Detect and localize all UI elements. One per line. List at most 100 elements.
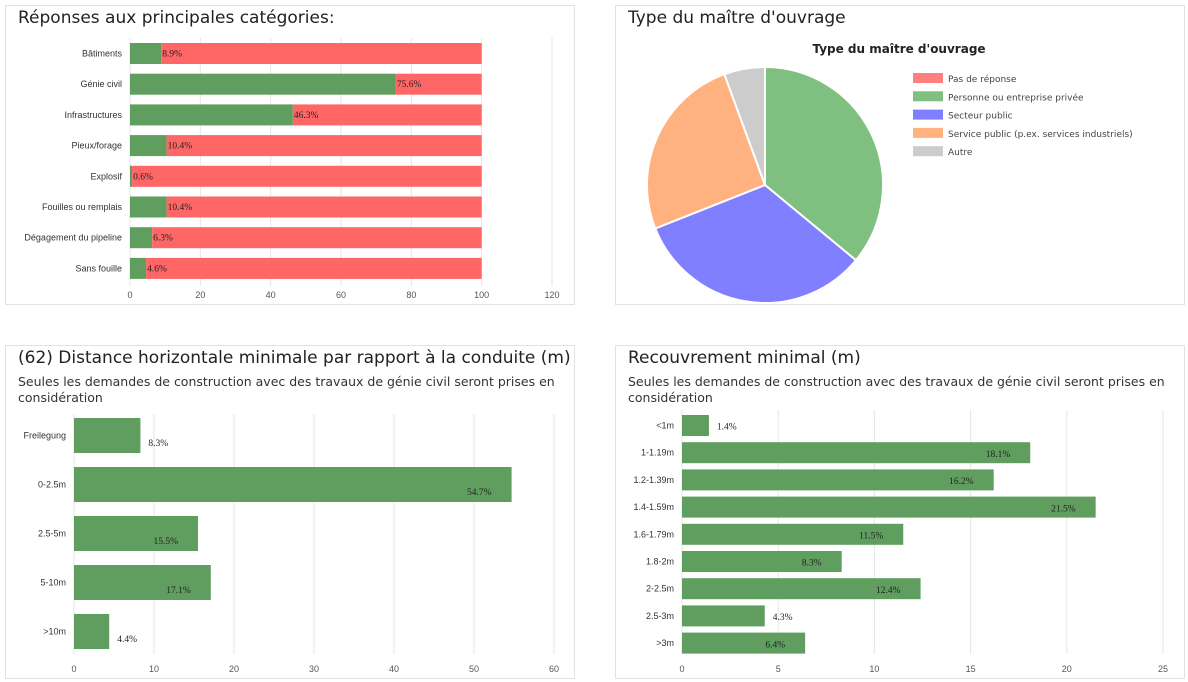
panel-categories: Réponses aux principales catégories: 0 20… — [5, 5, 575, 305]
category-label: Pieux/forage — [71, 141, 122, 151]
category-label: >10m — [43, 627, 66, 637]
bar-answered — [130, 104, 293, 126]
bar — [74, 467, 512, 502]
bar-remaining — [161, 43, 482, 64]
legend-label: Autre — [948, 148, 973, 158]
bar — [74, 418, 141, 453]
category-label: 2-2.5m — [646, 584, 674, 594]
data-label: 18.1% — [986, 450, 1011, 460]
x-tick-label: 5 — [776, 664, 781, 674]
category-label: Fouilles ou remplais — [42, 202, 123, 212]
category-label: 1.2-1.39m — [633, 475, 674, 485]
data-label: 10.4% — [168, 142, 193, 152]
pie-slice — [653, 183, 858, 304]
panel-title: Réponses aux principales catégories: — [18, 8, 335, 28]
x-tick-label: 60 — [336, 290, 346, 300]
legend-label: Service public (p.ex. services industrie… — [948, 130, 1133, 140]
panel-title: (62) Distance horizontale minimale par r… — [18, 348, 571, 368]
legend-swatch — [913, 127, 943, 138]
categories-chart: 0 20 40 60 80 100 120 Bâtiments 8.9% Génie civil 7… — [24, 38, 560, 300]
data-label: 6.4% — [765, 640, 785, 650]
data-label: 0.6% — [133, 172, 153, 182]
data-label: 4.4% — [117, 635, 137, 645]
data-label: 1.4% — [717, 423, 737, 433]
category-label: 5-10m — [40, 578, 66, 588]
bar — [682, 551, 842, 572]
panel-title: Recouvrement minimal (m) — [628, 348, 861, 368]
pie-slice — [723, 65, 766, 186]
x-tick-label: 10 — [869, 664, 879, 674]
data-label: 6.3% — [153, 234, 173, 244]
category-label: 1.4-1.59m — [633, 502, 674, 512]
x-tick-label: 50 — [469, 664, 479, 674]
x-tick-label: 120 — [544, 290, 559, 300]
category-label: 0-2.5m — [38, 480, 66, 490]
bar — [682, 578, 921, 600]
data-label: 54.7% — [467, 488, 492, 498]
data-label: 11.5% — [859, 532, 883, 542]
category-label: 2.5-5m — [38, 529, 66, 539]
category-label: Explosif — [90, 171, 122, 181]
x-tick-label: 40 — [389, 664, 399, 674]
data-label: 4.3% — [773, 613, 793, 623]
bar-remaining — [292, 104, 482, 126]
cover-chart: 0 5 10 15 20 25 <1m 1.4% 1-1.19m 18.1% 1.2-1.39m 16… — [633, 410, 1168, 674]
bar — [74, 565, 211, 600]
x-tick-label: 0 — [127, 290, 132, 300]
distance-chart: 0 10 20 30 40 50 60 Freilegung 8.3% 0-2.5m 54.7% 2.… — [23, 414, 559, 674]
panel-distance: (62) Distance horizontale minimale par r… — [5, 345, 575, 679]
panel-title: Type du maître d'ouvrage — [628, 8, 846, 28]
data-label: 15.5% — [153, 537, 178, 547]
bar-remaining — [166, 135, 482, 157]
category-label: 1.8-2m — [646, 557, 674, 567]
legend-swatch — [913, 73, 943, 83]
category-label: 1-1.19m — [641, 448, 674, 458]
bar — [74, 614, 110, 649]
data-label: 46.3% — [294, 111, 319, 121]
category-label: 1.6-1.79m — [633, 529, 674, 539]
pie-slice — [764, 65, 884, 262]
x-tick-label: 0 — [71, 664, 76, 674]
panel-owner-type: Type du maître d'ouvrage Type du maître … — [615, 5, 1185, 305]
data-label: 10.4% — [168, 203, 193, 213]
x-tick-label: 20 — [195, 290, 205, 300]
bar — [682, 469, 994, 491]
bar — [682, 523, 904, 545]
bar — [74, 516, 198, 551]
bar-answered — [130, 227, 153, 249]
category-label: Bâtiments — [82, 49, 123, 59]
data-label: 4.6% — [147, 264, 167, 274]
x-tick-label: 80 — [406, 290, 416, 300]
panel-subtitle: Seules les demandes de construction avec… — [18, 374, 555, 405]
bar-answered — [130, 73, 396, 95]
pie-slice — [646, 72, 767, 230]
bar-remaining — [146, 257, 482, 279]
legend-label: Pas de réponse — [948, 74, 1017, 85]
bar-remaining — [132, 165, 482, 187]
bar-answered — [130, 196, 167, 218]
category-label: >3m — [656, 638, 674, 648]
panel-subtitle: Seules les demandes de construction avec… — [628, 374, 1165, 405]
data-label: 12.4% — [876, 586, 901, 596]
data-label: 8.3% — [802, 559, 822, 569]
x-tick-label: 60 — [549, 664, 559, 674]
x-tick-label: 30 — [309, 664, 319, 674]
bar-answered — [130, 43, 162, 64]
bar — [682, 632, 806, 654]
x-tick-label: 0 — [679, 664, 684, 674]
bar-remaining — [395, 73, 482, 95]
category-label: Infrastructures — [64, 110, 122, 120]
legend-swatch — [913, 91, 943, 102]
bar — [682, 442, 1031, 464]
panel-cover: Recouvrement minimal (m) Seules les dema… — [615, 345, 1185, 679]
data-label: 17.1% — [166, 586, 191, 596]
category-label: <1m — [656, 421, 674, 431]
x-tick-label: 25 — [1158, 664, 1168, 674]
category-label: Freilegung — [23, 431, 66, 441]
legend-label: Personne ou entreprise privée — [948, 92, 1084, 103]
category-label: Génie civil — [80, 79, 122, 89]
category-label: Dégagement du pipeline — [24, 233, 122, 243]
x-tick-label: 40 — [266, 290, 276, 300]
x-tick-label: 20 — [229, 664, 239, 674]
legend-label: Secteur public — [948, 112, 1013, 122]
